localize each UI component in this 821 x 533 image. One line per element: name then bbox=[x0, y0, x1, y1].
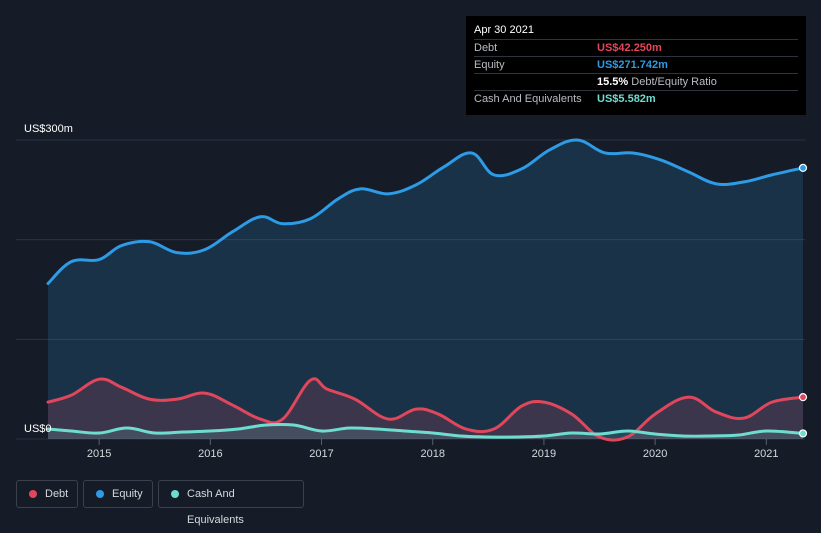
tooltip-equity-row: Equity US$271.742m bbox=[474, 57, 798, 74]
legend-debt[interactable]: Debt bbox=[16, 480, 78, 508]
tooltip-ratio-label: Debt/Equity Ratio bbox=[631, 76, 717, 88]
gridlines bbox=[16, 139, 805, 440]
tooltip-debt-value: US$42.250m bbox=[597, 42, 662, 54]
data-tooltip: Apr 30 2021 Debt US$42.250m Equity US$27… bbox=[466, 16, 806, 115]
series-end-points bbox=[798, 163, 808, 438]
tooltip-equity-label: Equity bbox=[474, 59, 505, 71]
equity-end-point bbox=[798, 163, 808, 173]
series-areas bbox=[48, 139, 803, 441]
equity-legend-dot bbox=[96, 490, 104, 498]
x-tick-label-2020: 2020 bbox=[643, 448, 667, 460]
cash-area bbox=[48, 424, 803, 439]
x-tick-label-2018: 2018 bbox=[420, 448, 444, 460]
cash-line bbox=[46, 422, 805, 439]
x-axis-ticks: 2015 2016 2017 2018 2019 2020 2021 bbox=[87, 439, 779, 460]
equity-area bbox=[48, 139, 803, 439]
legend-equity[interactable]: Equity bbox=[83, 480, 153, 508]
x-tick-label-2016: 2016 bbox=[198, 448, 222, 460]
x-tick-label-2019: 2019 bbox=[532, 448, 556, 460]
tooltip-debt-label: Debt bbox=[474, 42, 498, 54]
x-tick-label-2015: 2015 bbox=[87, 448, 111, 460]
y-axis-top-label: US$300m bbox=[24, 123, 73, 135]
tooltip-cash-value: US$5.582m bbox=[597, 93, 656, 105]
debt-line bbox=[46, 377, 805, 442]
legend-cash[interactable]: Cash And Equivalents bbox=[158, 480, 304, 526]
tooltip-debt-row: Debt US$42.250m bbox=[474, 40, 798, 57]
legend-debt-label: Debt bbox=[45, 488, 69, 500]
tooltip-date: Apr 30 2021 bbox=[474, 22, 798, 40]
tooltip-equity-value: US$271.742m bbox=[597, 59, 668, 71]
equity-line bbox=[46, 138, 805, 286]
x-tick-label-2021: 2021 bbox=[754, 448, 778, 460]
tooltip-cash-row: Cash And Equivalents US$5.582m bbox=[474, 91, 798, 107]
legend-equity-label: Equity bbox=[112, 488, 143, 500]
legend-cash-label: Cash And Equivalents bbox=[187, 488, 244, 526]
debt-legend-dot bbox=[29, 490, 37, 498]
debt-area bbox=[48, 378, 803, 441]
tooltip-ratio-row: 15.5% Debt/Equity Ratio bbox=[474, 74, 798, 91]
cash-end-point bbox=[798, 429, 808, 438]
tooltip-cash-label: Cash And Equivalents bbox=[474, 93, 582, 105]
y-axis-bottom-label: US$0 bbox=[24, 423, 52, 435]
tooltip-ratio-value: 15.5% bbox=[597, 76, 629, 88]
cash-legend-dot bbox=[171, 490, 179, 498]
debt-end-point bbox=[798, 393, 808, 402]
series-lines bbox=[46, 138, 805, 442]
x-tick-label-2017: 2017 bbox=[309, 448, 333, 460]
tooltip-ratio: 15.5% Debt/Equity Ratio bbox=[597, 74, 717, 90]
